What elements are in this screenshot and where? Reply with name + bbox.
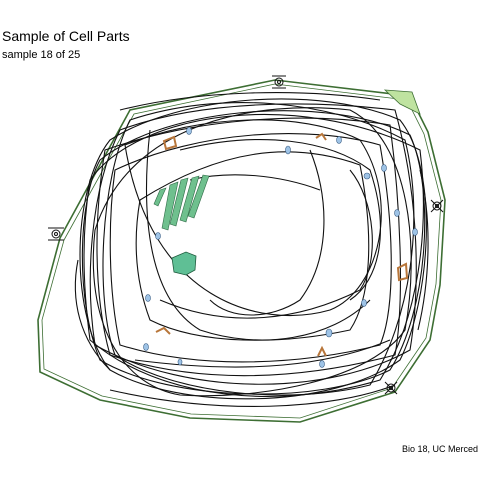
cytoskeleton [74,92,429,407]
membrane-receptors [48,75,444,395]
membrane-patch [383,89,421,115]
figure-caption: Bio 18, UC Merced [401,444,478,454]
receptor-bottom [384,381,398,395]
receptor-top [272,75,286,89]
receptor-left [48,227,64,241]
figure-title: Sample of Cell Parts [2,28,130,44]
mitochondria [155,132,409,357]
vesicles [143,127,418,368]
receptor-right [430,199,444,213]
cell-membrane-outer [37,79,446,423]
nucleolus [171,251,197,276]
figure-subtitle: sample 18 of 25 [2,49,81,61]
cell-membrane-inner [41,83,442,419]
golgi-apparatus [153,174,210,231]
